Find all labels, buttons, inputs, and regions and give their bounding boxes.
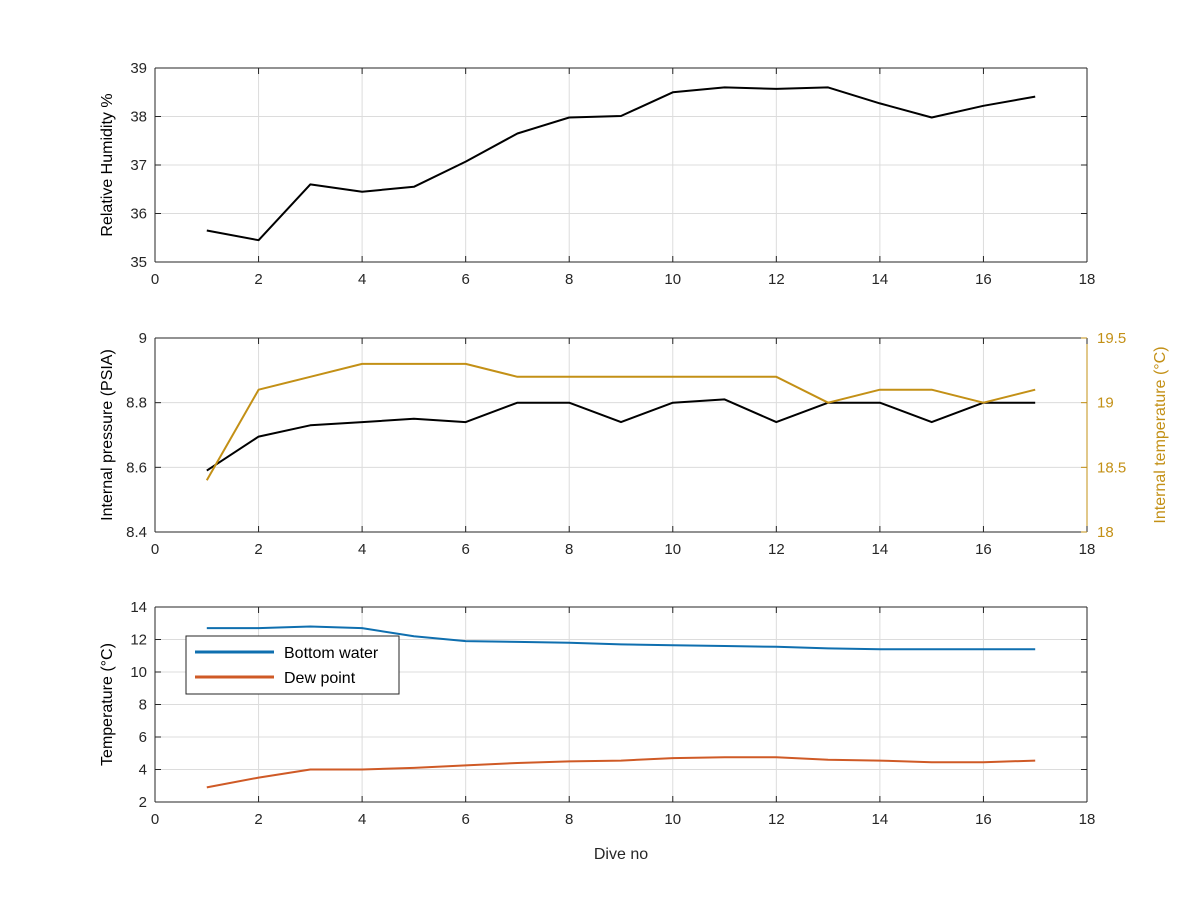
x-tick-label: 4	[358, 541, 366, 558]
x-tick-label: 2	[254, 271, 262, 288]
y-tick-label: 8.8	[126, 395, 147, 412]
chart-panel-1: 0 2 4 6 8 10 12 14 16 18 35 36 37 38 39 Relative Humidi…	[99, 60, 1095, 288]
x-tick-label: 18	[1079, 271, 1096, 288]
series-line-2	[205, 362, 1036, 481]
x-axis-label: Dive no	[594, 846, 648, 863]
y-tick-label: 37	[130, 157, 147, 174]
y-tick-label: 35	[130, 254, 147, 271]
series-line-1	[206, 398, 1036, 472]
y-tick-label: 8.6	[126, 459, 147, 476]
y-tick-label: 12	[130, 632, 147, 649]
legend: Bottom water Dew point	[185, 635, 400, 695]
x-tick-label: 6	[461, 811, 469, 828]
x-tick-label: 14	[872, 541, 889, 558]
x-tick-label: 12	[768, 541, 785, 558]
x-tick-label: 16	[975, 271, 992, 288]
y-right-tick-label: 19	[1097, 395, 1114, 412]
y-tick-label: 10	[130, 664, 147, 681]
y-tick-label: 8	[139, 697, 147, 714]
y-tick-label: 14	[130, 599, 147, 616]
series-line-1	[206, 625, 1036, 651]
y-tick-label: 4	[139, 762, 147, 779]
series-line-1	[206, 86, 1036, 242]
y-right-tick-label: 18.5	[1097, 459, 1126, 476]
y-axis-label: Temperature (°C)	[99, 643, 116, 766]
x-tick-label: 2	[254, 811, 262, 828]
x-tick-label: 2	[254, 541, 262, 558]
x-tick-label: 8	[565, 541, 573, 558]
legend-label: Bottom water	[284, 645, 379, 662]
x-tick-label: 0	[151, 541, 159, 558]
x-tick-label: 6	[461, 541, 469, 558]
y-tick-label: 9	[139, 330, 147, 347]
y-tick-label: 6	[139, 729, 147, 746]
y-right-tick-label: 19.5	[1097, 330, 1126, 347]
x-tick-label: 14	[872, 811, 889, 828]
y-tick-label: 8.4	[126, 524, 147, 541]
plot-area	[155, 338, 1087, 532]
y-tick-label: 2	[139, 794, 147, 811]
y-tick-label: 39	[130, 60, 147, 77]
x-tick-label: 14	[872, 271, 889, 288]
x-tick-label: 4	[358, 811, 366, 828]
x-tick-label: 0	[151, 271, 159, 288]
x-tick-label: 10	[664, 271, 681, 288]
y-right-tick-label: 18	[1097, 524, 1114, 541]
x-tick-label: 18	[1079, 541, 1096, 558]
y-tick-label: 36	[130, 206, 147, 223]
x-tick-label: 8	[565, 271, 573, 288]
y-axis-right-label: Internal temperature (°C)	[1152, 346, 1169, 523]
legend-label: Dew point	[284, 670, 356, 687]
chart-panel-2: 0 2 4 6 8 10 12 14 16 18 8.4 8.6 8.8 9 18 18.5 19 19.5 Int…	[99, 330, 1169, 558]
y-axis-label: Relative Humidity %	[99, 93, 116, 236]
x-tick-label: 10	[664, 541, 681, 558]
x-tick-label: 0	[151, 811, 159, 828]
legend-box	[185, 635, 400, 695]
x-tick-label: 12	[768, 811, 785, 828]
x-tick-label: 16	[975, 541, 992, 558]
x-tick-label: 12	[768, 271, 785, 288]
y-axis-label: Internal pressure (PSIA)	[99, 349, 116, 521]
x-tick-label: 4	[358, 271, 366, 288]
x-tick-label: 10	[664, 811, 681, 828]
x-tick-label: 16	[975, 811, 992, 828]
x-tick-label: 8	[565, 811, 573, 828]
series-line-2	[206, 756, 1036, 789]
x-tick-label: 6	[461, 271, 469, 288]
x-tick-label: 18	[1079, 811, 1096, 828]
y-tick-label: 38	[130, 109, 147, 126]
